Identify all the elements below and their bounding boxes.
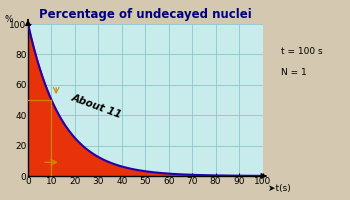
Text: ➤t(s): ➤t(s) bbox=[267, 184, 290, 193]
Text: %: % bbox=[5, 15, 14, 24]
Text: N = 1: N = 1 bbox=[281, 68, 307, 77]
Text: t = 100 s: t = 100 s bbox=[281, 47, 323, 56]
Text: About 11: About 11 bbox=[70, 93, 124, 120]
Title: Percentage of undecayed nuclei: Percentage of undecayed nuclei bbox=[39, 8, 252, 21]
